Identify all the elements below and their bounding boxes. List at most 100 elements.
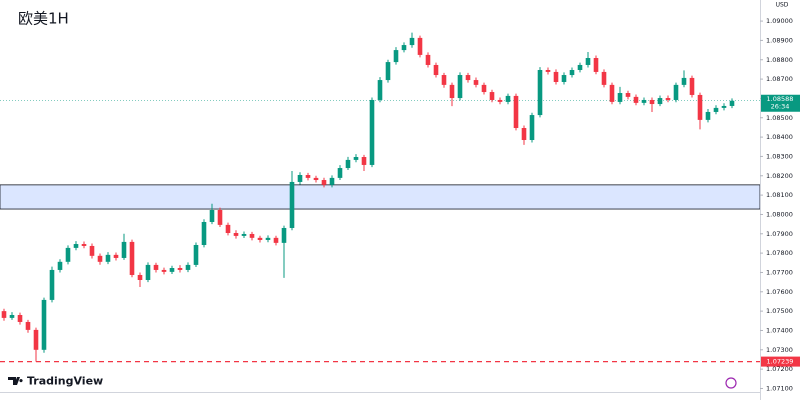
candle-body xyxy=(521,128,527,140)
candle-body xyxy=(1,311,7,318)
candle-body xyxy=(225,224,231,234)
candle-body xyxy=(729,100,735,106)
plot-area xyxy=(0,32,761,363)
candle-body xyxy=(537,70,543,116)
candle-body xyxy=(297,175,303,182)
candle-body xyxy=(545,70,551,72)
candle-body xyxy=(329,177,335,185)
candle-body xyxy=(33,329,39,350)
candle-body xyxy=(41,299,47,350)
candle-body xyxy=(281,227,287,243)
candle-body xyxy=(185,264,191,270)
candle-body xyxy=(177,268,183,270)
y-tick-label: 1.08700 xyxy=(766,75,793,83)
y-tick-label: 1.08200 xyxy=(766,172,793,180)
zone xyxy=(0,184,761,210)
candle-body xyxy=(121,241,127,258)
candle-body xyxy=(17,315,23,322)
candle-body xyxy=(257,237,263,240)
candle-body xyxy=(217,210,223,225)
candle-body xyxy=(569,70,575,76)
alert-icon[interactable] xyxy=(725,377,737,389)
candle-body xyxy=(385,62,391,81)
candle-body xyxy=(201,221,207,245)
chart-title: 欧美1H xyxy=(18,10,69,28)
y-tick-label: 1.07700 xyxy=(766,268,793,276)
y-tick-label: 1.08300 xyxy=(766,152,793,160)
candle-body xyxy=(657,98,663,105)
candle-body xyxy=(505,95,511,102)
y-tick-label: 1.07800 xyxy=(766,249,793,257)
candle-body xyxy=(593,58,599,72)
candle-body xyxy=(353,157,359,160)
branding-logo xyxy=(8,377,23,385)
candle-body xyxy=(441,75,447,85)
candle-body xyxy=(241,233,247,236)
y-tick-label: 1.07500 xyxy=(766,307,793,315)
candle-body xyxy=(345,159,351,169)
candle-body xyxy=(393,50,399,63)
candle-body xyxy=(457,75,463,99)
level-label: 1.07239 xyxy=(767,358,794,366)
candle-body xyxy=(433,64,439,76)
candle-body xyxy=(129,241,135,275)
candle-body xyxy=(673,84,679,100)
candle-body xyxy=(489,92,495,100)
candle-body xyxy=(497,99,503,102)
y-tick-label: 1.09000 xyxy=(766,17,793,25)
candle-body xyxy=(337,168,343,178)
y-tick-label: 1.08900 xyxy=(766,36,793,44)
y-tick-label: 1.07600 xyxy=(766,288,793,296)
candle-body xyxy=(273,237,279,243)
branding: TradingView xyxy=(8,375,103,388)
y-tick-label: 1.08800 xyxy=(766,56,793,64)
candle-body xyxy=(233,233,239,236)
y-tick-label: 1.07900 xyxy=(766,230,793,238)
candle-body xyxy=(697,94,703,120)
last-price-label: 1.08588 xyxy=(767,95,794,103)
candle-body xyxy=(641,99,647,103)
candle-body xyxy=(289,181,295,228)
candle-body xyxy=(425,54,431,65)
candle-body xyxy=(321,180,327,185)
candle-body xyxy=(137,274,143,280)
countdown-label: 26:34 xyxy=(771,103,790,111)
candle-body xyxy=(721,105,727,108)
candle-body xyxy=(513,95,519,129)
candle-body xyxy=(9,315,15,318)
level-tag xyxy=(761,356,800,367)
candle-body xyxy=(681,77,687,85)
y-tick-label: 1.07300 xyxy=(766,346,793,354)
candle-body xyxy=(553,71,559,82)
currency-label: USD xyxy=(776,2,789,9)
candle-body xyxy=(89,245,95,256)
candle-body xyxy=(97,255,103,262)
candle-body xyxy=(161,269,167,272)
candle-body xyxy=(361,157,367,165)
candle-body xyxy=(153,264,159,270)
y-tick-label: 1.08400 xyxy=(766,133,793,141)
candle-body xyxy=(209,210,215,222)
candle-body xyxy=(145,264,151,280)
candle-body xyxy=(649,99,655,105)
candle-body xyxy=(249,233,255,238)
price-axis: 1.090001.089001.088001.087001.086001.085… xyxy=(760,17,800,392)
y-tick-label: 1.07400 xyxy=(766,326,793,334)
candle-body xyxy=(65,247,71,262)
candle-body xyxy=(529,115,535,140)
candle-body xyxy=(313,177,319,181)
candle-body xyxy=(73,244,79,248)
candle-body xyxy=(561,75,567,82)
candle-body xyxy=(601,71,607,85)
candle-body xyxy=(689,77,695,95)
candle-body xyxy=(401,45,407,51)
candle-body xyxy=(585,58,591,65)
candle-body xyxy=(665,98,671,100)
candle-body xyxy=(265,237,271,240)
candle-body xyxy=(113,254,119,258)
candle-body xyxy=(617,93,623,102)
candle-body xyxy=(713,107,719,112)
last-price-tag xyxy=(761,94,800,112)
